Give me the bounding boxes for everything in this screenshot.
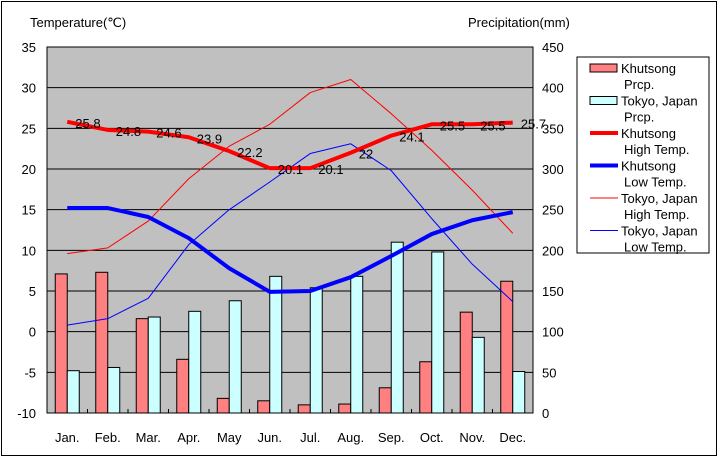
left-tick-label: 10 — [22, 243, 36, 258]
legend-swatch — [589, 63, 618, 73]
legend-label: Khutsong — [621, 126, 676, 141]
right-tick-label: 50 — [542, 365, 556, 380]
temp-line — [66, 119, 513, 171]
month-label: Mar. — [136, 430, 161, 445]
data-label: 24.8 — [116, 124, 141, 139]
precip-bar — [66, 370, 80, 414]
data-label: 22 — [359, 147, 373, 162]
month-label: Feb. — [95, 430, 121, 445]
temp-line — [67, 79, 514, 255]
legend-swatch — [589, 96, 618, 105]
precip-bar — [419, 361, 433, 414]
legend-label: Tokyo, Japan — [621, 224, 698, 239]
precip-bar — [95, 271, 109, 414]
precip-bar — [54, 273, 68, 414]
precip-bar — [309, 287, 323, 414]
precip-bar — [269, 275, 283, 414]
data-label: 24.6 — [156, 126, 181, 141]
precip-bar — [135, 318, 149, 414]
precip-bar — [188, 310, 202, 414]
precip-bar — [390, 241, 404, 414]
precip-bar — [147, 316, 161, 414]
left-axis-title: Temperature(℃) — [30, 15, 126, 30]
precip-bar — [378, 387, 392, 414]
legend-label: Prcp. — [624, 77, 654, 92]
left-tick-label: 35 — [22, 40, 36, 55]
legend-label: Prcp. — [624, 110, 654, 125]
precip-bar — [216, 397, 230, 414]
precip-bar — [459, 311, 473, 414]
precip-bar — [471, 336, 485, 414]
precip-bar — [350, 275, 364, 414]
month-label: Jan. — [55, 430, 80, 445]
left-tick-label: 20 — [22, 162, 36, 177]
right-tick-label: 450 — [542, 40, 564, 55]
legend-label: High Temp. — [624, 142, 690, 157]
month-label: Dec. — [499, 430, 526, 445]
right-axis-title: Precipitation(mm) — [468, 15, 570, 30]
left-tick-label: -5 — [24, 365, 36, 380]
legend-label: Low Temp. — [624, 175, 687, 190]
legend-label: High Temp. — [624, 207, 690, 222]
month-label: May — [217, 430, 242, 445]
right-tick-label: 350 — [542, 121, 564, 136]
precip-bar — [257, 400, 271, 414]
legend-label: Low Temp. — [624, 240, 687, 255]
precip-bar — [338, 403, 352, 414]
data-label: 20.1 — [318, 162, 343, 177]
right-tick-label: 400 — [542, 81, 564, 96]
legend-label: Tokyo, Japan — [621, 94, 698, 109]
precip-bar — [512, 371, 526, 414]
left-tick-label: 5 — [29, 284, 36, 299]
data-label: 20.1 — [278, 162, 303, 177]
month-label: Nov. — [459, 430, 485, 445]
data-label: 24.1 — [399, 130, 424, 145]
legend-label: Khutsong — [621, 61, 676, 76]
month-label: Aug. — [337, 430, 364, 445]
precip-bar — [431, 251, 445, 414]
precip-bar — [228, 300, 242, 414]
data-label: 25.5 — [440, 118, 465, 133]
legend-box — [576, 56, 710, 254]
precip-bar — [297, 404, 311, 414]
right-tick-label: 0 — [542, 406, 549, 421]
right-tick-label: 250 — [542, 203, 564, 218]
right-tick-label: 150 — [542, 284, 564, 299]
data-label: 25.5 — [480, 118, 505, 133]
precip-bar — [176, 358, 190, 414]
legend-label: Khutsong — [621, 159, 676, 174]
right-tick-label: 300 — [542, 162, 564, 177]
month-label: Jul. — [300, 430, 320, 445]
left-tick-label: 0 — [29, 325, 36, 340]
right-tick-label: 100 — [542, 325, 564, 340]
data-label: 23.9 — [197, 131, 222, 146]
temp-line — [67, 206, 514, 294]
legend-label: Tokyo, Japan — [621, 191, 698, 206]
left-tick-label: -10 — [17, 406, 36, 421]
month-label: Apr. — [177, 430, 200, 445]
data-label: 25.7 — [521, 117, 546, 132]
precip-bar — [107, 366, 121, 414]
left-tick-label: 30 — [22, 81, 36, 96]
precip-bar — [500, 280, 514, 414]
data-label: 22.2 — [237, 145, 262, 160]
month-label: Oct. — [420, 430, 444, 445]
data-label: 25.8 — [75, 116, 100, 131]
month-label: Sep. — [378, 430, 405, 445]
month-label: Jun. — [257, 430, 282, 445]
left-tick-label: 15 — [22, 203, 36, 218]
left-tick-label: 25 — [22, 121, 36, 136]
right-tick-label: 200 — [542, 243, 564, 258]
